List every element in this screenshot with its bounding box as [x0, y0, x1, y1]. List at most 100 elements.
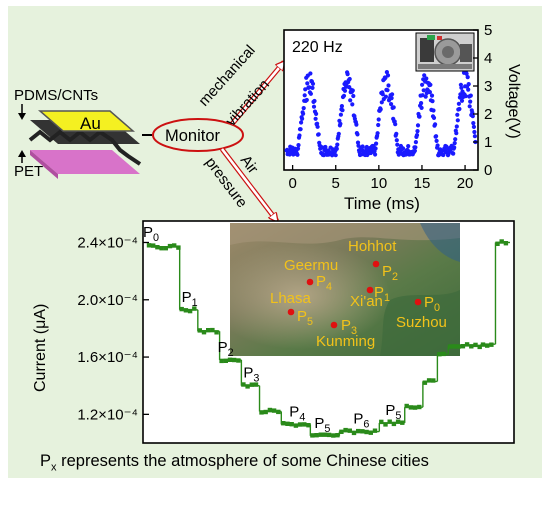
desert-region — [230, 223, 460, 245]
city-point-label: P1 — [374, 284, 390, 304]
current-point — [469, 344, 474, 349]
voltage-point — [351, 93, 356, 99]
voltage-data-points — [284, 70, 478, 158]
voltage-point — [302, 93, 307, 98]
current-point — [404, 403, 409, 409]
city-marker — [366, 286, 374, 294]
current-point — [183, 308, 189, 313]
city-name-label: Geermu — [284, 257, 338, 274]
voltage-point — [466, 87, 471, 92]
voltage-point — [311, 104, 317, 109]
current-point — [263, 409, 268, 415]
current-point — [176, 245, 181, 250]
voltage-point — [307, 85, 312, 90]
voltage-point — [423, 94, 428, 99]
voltage-point — [299, 120, 304, 125]
voltage-point — [468, 99, 473, 104]
voltage-point — [429, 93, 435, 98]
city-marker — [372, 260, 380, 268]
voltage-point — [451, 151, 456, 156]
sawtooth-edge — [28, 129, 142, 166]
city-name-label: Xi'an — [350, 293, 383, 310]
substrate-layer-side — [30, 150, 58, 179]
voltage-point — [457, 106, 462, 112]
current-point — [417, 404, 422, 410]
voltage-point — [465, 75, 470, 80]
voltage-point — [344, 84, 349, 89]
caption-text: represents the atmosphere of some Chines… — [56, 452, 429, 470]
current-point — [267, 407, 273, 413]
current-point — [412, 405, 418, 410]
voltage-point — [375, 131, 380, 136]
city-marker — [287, 308, 295, 316]
voltage-point — [434, 138, 439, 143]
voltage-point — [323, 144, 328, 150]
voltage-point — [427, 90, 432, 95]
voltage-point — [415, 129, 420, 134]
voltage-point — [360, 144, 365, 149]
voltage-point — [341, 93, 347, 98]
current-point — [236, 358, 241, 363]
current-point — [480, 342, 486, 347]
voltage-point — [374, 141, 379, 146]
current-point — [159, 246, 164, 251]
voltage-point — [471, 124, 476, 129]
current-point — [227, 357, 233, 362]
voltage-point — [383, 75, 388, 80]
current-point — [214, 330, 219, 335]
monitor-block: Monitor — [142, 118, 244, 152]
city-name-label: Suzhou — [396, 314, 447, 331]
voltage-point — [376, 117, 381, 122]
voltage-point — [414, 133, 420, 138]
current-point — [331, 433, 336, 438]
current-point — [422, 380, 428, 385]
voltage-point — [391, 105, 396, 110]
voltage-point — [316, 132, 321, 137]
current-point — [364, 429, 369, 435]
current-point — [387, 419, 392, 424]
current-point — [441, 351, 446, 357]
voltage-point — [456, 101, 461, 106]
shaker-photo-inset — [415, 32, 475, 72]
current-point — [448, 344, 453, 349]
current-point — [302, 422, 307, 427]
top-layer-label: PDMS/CNTs — [14, 87, 98, 104]
voltage-point — [413, 145, 418, 150]
voltage-point — [454, 131, 459, 136]
voltage-point — [453, 137, 458, 142]
voltage-point — [295, 146, 301, 151]
forest-region — [380, 290, 460, 356]
current-point — [351, 430, 357, 436]
voltage-point — [308, 71, 313, 76]
substrate-layer — [30, 150, 140, 174]
voltage-point — [301, 106, 306, 111]
voltage-point — [468, 93, 473, 98]
voltage-point — [379, 100, 384, 105]
voltage-point — [452, 141, 457, 146]
current-point — [464, 342, 470, 347]
current-y-tick-label: 1.6×10⁻⁴ — [77, 349, 138, 366]
voltage-point — [400, 146, 406, 151]
voltage-point — [457, 95, 462, 100]
current-point — [339, 429, 344, 434]
city-name-label: Kunming — [316, 333, 375, 350]
voltage-point — [378, 107, 383, 112]
city-point-label: P2 — [382, 263, 398, 283]
voltage-point — [415, 123, 421, 128]
voltage-point — [472, 129, 477, 135]
city-point-label: P4 — [316, 273, 332, 293]
voltage-x-label: Time (ms) — [344, 194, 420, 213]
current-point — [485, 343, 490, 348]
voltage-point — [390, 92, 395, 97]
voltage-y-tick-label: 2 — [484, 106, 492, 123]
voltage-point — [338, 121, 343, 126]
device-schematic: Au PDMS/CNTs PET — [14, 87, 142, 180]
current-point — [192, 306, 197, 311]
voltage-y-tick-label: 1 — [484, 134, 492, 151]
voltage-x-tick-label: 5 — [332, 175, 340, 192]
voltage-point — [422, 73, 427, 78]
voltage-point — [334, 146, 339, 151]
current-point — [326, 432, 332, 438]
